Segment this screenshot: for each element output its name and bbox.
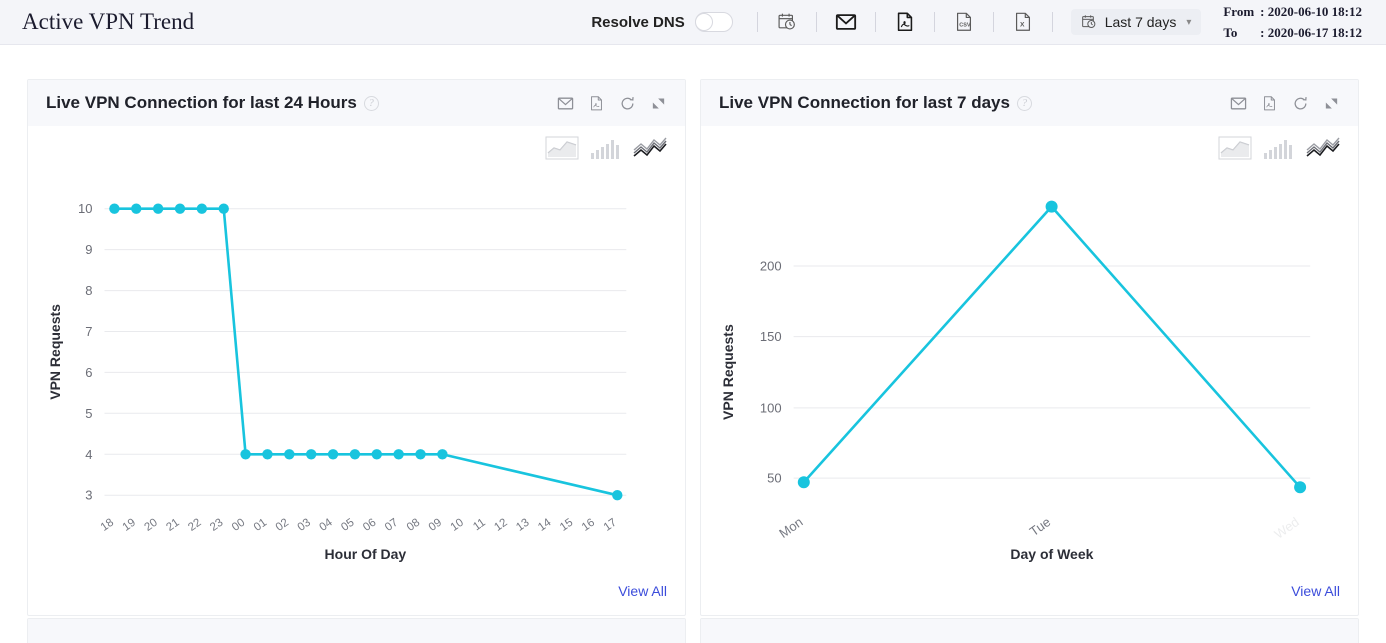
svg-text:08: 08 — [405, 517, 422, 534]
svg-text:5: 5 — [85, 406, 92, 421]
svg-text:16: 16 — [580, 517, 597, 534]
svg-text:03: 03 — [296, 517, 313, 534]
svg-text:Tue: Tue — [1027, 514, 1054, 539]
svg-text:VPN Requests: VPN Requests — [720, 324, 736, 420]
svg-text:4: 4 — [85, 447, 92, 462]
svg-text:CSV: CSV — [959, 22, 971, 28]
svg-text:14: 14 — [536, 516, 554, 534]
svg-text:Wed: Wed — [1272, 514, 1302, 541]
svg-text:12: 12 — [492, 517, 509, 534]
svg-text:21: 21 — [164, 517, 181, 534]
svg-text:Hour Of Day: Hour Of Day — [325, 546, 407, 562]
svg-text:07: 07 — [383, 517, 400, 534]
svg-text:17: 17 — [602, 517, 619, 534]
svg-text:6: 6 — [85, 365, 92, 380]
svg-text:10: 10 — [449, 517, 466, 534]
svg-text:VPN Requests: VPN Requests — [47, 304, 63, 400]
svg-text:Day of Week: Day of Week — [1010, 546, 1093, 562]
svg-text:3: 3 — [85, 488, 92, 503]
svg-text:00: 00 — [230, 517, 247, 534]
svg-text:100: 100 — [760, 400, 782, 415]
svg-text:X: X — [1020, 22, 1025, 29]
svg-text:150: 150 — [760, 329, 782, 344]
svg-text:9: 9 — [85, 242, 92, 257]
svg-text:7: 7 — [85, 324, 92, 339]
svg-text:01: 01 — [252, 517, 269, 534]
svg-text:11: 11 — [471, 517, 488, 534]
svg-text:02: 02 — [274, 517, 291, 534]
svg-text:8: 8 — [85, 283, 92, 298]
svg-text:15: 15 — [558, 517, 575, 534]
svg-text:200: 200 — [760, 259, 782, 274]
svg-text:20: 20 — [142, 517, 159, 534]
svg-text:13: 13 — [514, 517, 531, 534]
svg-text:09: 09 — [427, 517, 444, 534]
svg-text:Mon: Mon — [776, 514, 805, 541]
svg-text:23: 23 — [208, 517, 225, 534]
svg-text:50: 50 — [767, 471, 781, 486]
svg-text:10: 10 — [78, 201, 92, 216]
svg-text:06: 06 — [361, 517, 378, 534]
svg-text:04: 04 — [317, 516, 335, 534]
svg-text:22: 22 — [186, 517, 203, 534]
svg-text:05: 05 — [339, 517, 356, 534]
svg-text:18: 18 — [99, 517, 116, 534]
svg-text:19: 19 — [121, 517, 138, 534]
